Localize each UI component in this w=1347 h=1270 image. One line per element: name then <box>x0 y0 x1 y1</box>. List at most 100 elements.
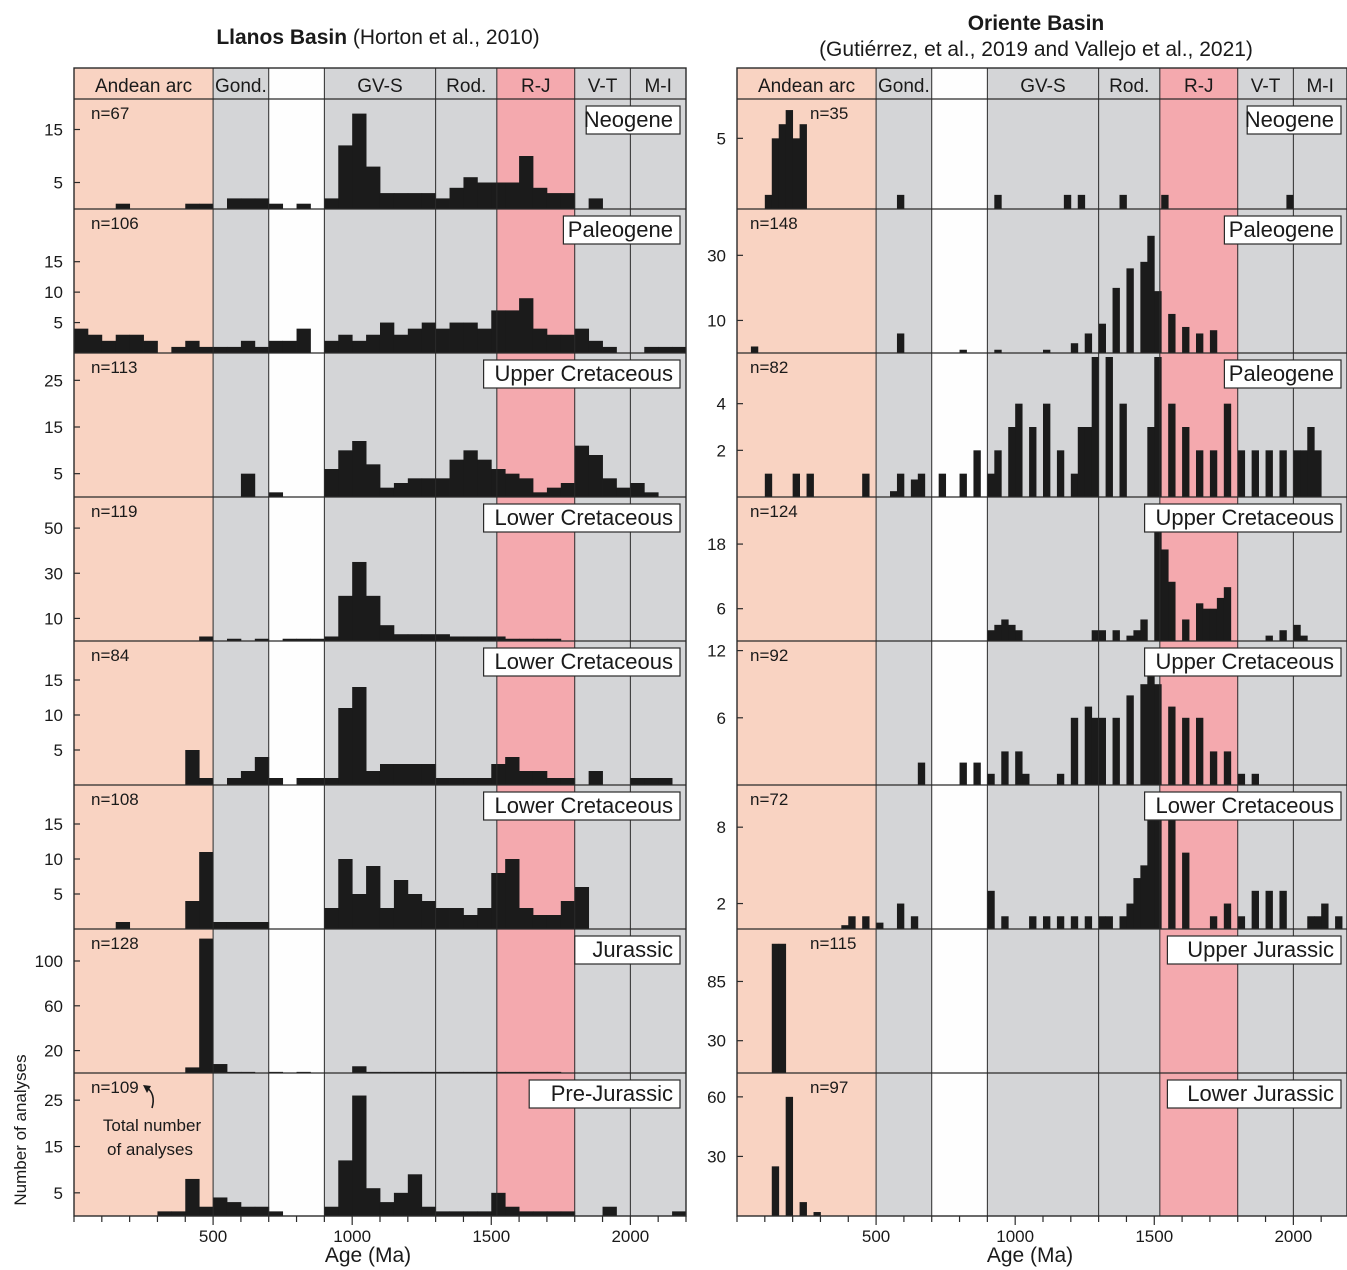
histogram-bar <box>1084 427 1093 497</box>
histogram-bar <box>1168 814 1176 929</box>
histogram-bar <box>199 778 214 785</box>
histogram-bar <box>1112 630 1120 641</box>
panel-bars <box>771 943 787 1073</box>
histogram-bar <box>1070 473 1079 497</box>
histogram-bar <box>862 916 870 929</box>
period-label: Neogene <box>584 105 681 135</box>
histogram-bar <box>1105 916 1113 929</box>
zone-label: Andean arc <box>95 76 192 97</box>
histogram-bar <box>282 638 297 641</box>
n-count-label: n=35 <box>810 104 848 123</box>
histogram-bar <box>463 450 478 497</box>
zone-label: V-T <box>1251 76 1281 97</box>
period-label: Jurassic <box>574 935 681 965</box>
panel-bars <box>917 673 1259 785</box>
histogram-bar <box>994 624 1002 641</box>
histogram-bar <box>1084 916 1093 929</box>
x-tick-label: 1000 <box>996 1227 1034 1246</box>
histogram-bar <box>226 198 242 209</box>
histogram-bar <box>254 638 270 641</box>
histogram-bar <box>213 922 228 929</box>
histogram-bar <box>532 1211 548 1216</box>
histogram-bar <box>917 762 926 785</box>
histogram-bar <box>491 764 506 785</box>
x-tick-label: 2000 <box>611 1227 649 1246</box>
histogram-bar <box>240 922 256 929</box>
y-tick-label: 30 <box>707 246 726 265</box>
zone-label: R-J <box>521 76 551 97</box>
histogram-bar <box>324 636 339 641</box>
y-tick-label: 30 <box>44 564 63 583</box>
y-tick-label: 15 <box>44 671 63 690</box>
histogram-bar <box>366 464 381 497</box>
histogram-bar <box>546 638 562 641</box>
histogram-bar <box>1015 630 1023 641</box>
histogram-bar <box>379 322 395 353</box>
zone-label: GV-S <box>357 76 402 97</box>
y-tick-label: 5 <box>717 129 726 148</box>
panel-bars <box>185 687 673 785</box>
histogram-bar <box>519 771 534 785</box>
period-label-box <box>1223 359 1342 389</box>
histogram-bar <box>505 1206 520 1216</box>
zone-label: Gond. <box>215 76 267 97</box>
histogram-bar <box>1126 268 1134 353</box>
histogram-bar <box>366 334 381 353</box>
period-label: Lower Cretaceous <box>483 503 681 533</box>
histogram-bar <box>1223 403 1232 497</box>
y-tick-label: 30 <box>707 1032 726 1051</box>
histogram-bar <box>435 778 450 785</box>
histogram-bar <box>338 859 353 929</box>
histogram-bar <box>435 1211 450 1216</box>
histogram-bar <box>491 636 506 641</box>
period-label-box <box>1166 935 1342 965</box>
period-label-box <box>1223 215 1342 245</box>
histogram-bar <box>449 908 464 929</box>
histogram-bar <box>240 1206 256 1216</box>
llanos-chart: Andean arc Gond. GV-S Rod. R-J V-T M-I Neogene n… <box>35 67 687 1246</box>
period-label-text: Paleogene <box>568 217 673 242</box>
period-label: Paleogene <box>1223 215 1342 245</box>
n-count-label: n=128 <box>91 934 139 953</box>
histogram-bar <box>1182 326 1190 353</box>
y-tick-label: 30 <box>707 1147 726 1166</box>
zone-band <box>876 68 932 1216</box>
histogram-bar <box>1209 450 1218 497</box>
oriente-subtitle: (Gutiérrez, et al., 2019 and Vallejo et … <box>819 38 1253 61</box>
histogram-bar <box>199 1206 214 1216</box>
period-label: Upper Cretaceous <box>1143 503 1342 533</box>
n-count-label: n=115 <box>810 934 856 953</box>
histogram-bar <box>1265 450 1273 497</box>
histogram-bar <box>338 595 353 641</box>
histogram-bar <box>1140 261 1148 353</box>
histogram-bar <box>115 922 131 929</box>
histogram-bar <box>352 894 367 929</box>
histogram-bar <box>813 1212 821 1216</box>
histogram-bar <box>1133 878 1141 929</box>
n-count-label: n=92 <box>750 646 788 665</box>
zone-label: Rod. <box>1109 76 1149 97</box>
histogram-bar <box>1147 427 1155 497</box>
period-label-text: Upper Cretaceous <box>1155 505 1334 530</box>
histogram-bar <box>1279 450 1287 497</box>
llanos-title: Llanos Basin (Horton et al., 2010) <box>216 26 539 49</box>
histogram-bar <box>519 1211 534 1216</box>
x-tick-label: 1500 <box>472 1227 510 1246</box>
annotation-line1: Total number <box>103 1116 202 1135</box>
period-label: Lower Cretaceous <box>483 791 681 821</box>
y-tick-label: 15 <box>44 418 63 437</box>
histogram-bar <box>1168 403 1176 497</box>
histogram-bar <box>560 901 576 929</box>
panel-bars <box>115 113 603 209</box>
histogram-bar <box>338 334 353 353</box>
histogram-bar <box>994 194 1002 209</box>
histogram-bar <box>491 182 506 209</box>
histogram-bar <box>1126 695 1134 785</box>
histogram-bar <box>421 322 437 353</box>
histogram-bar <box>1223 587 1232 641</box>
period-label-box <box>528 1079 681 1109</box>
histogram-bar <box>588 198 603 209</box>
histogram-bar <box>199 203 214 209</box>
histogram-bar <box>199 346 214 353</box>
panel-bars <box>199 561 562 641</box>
